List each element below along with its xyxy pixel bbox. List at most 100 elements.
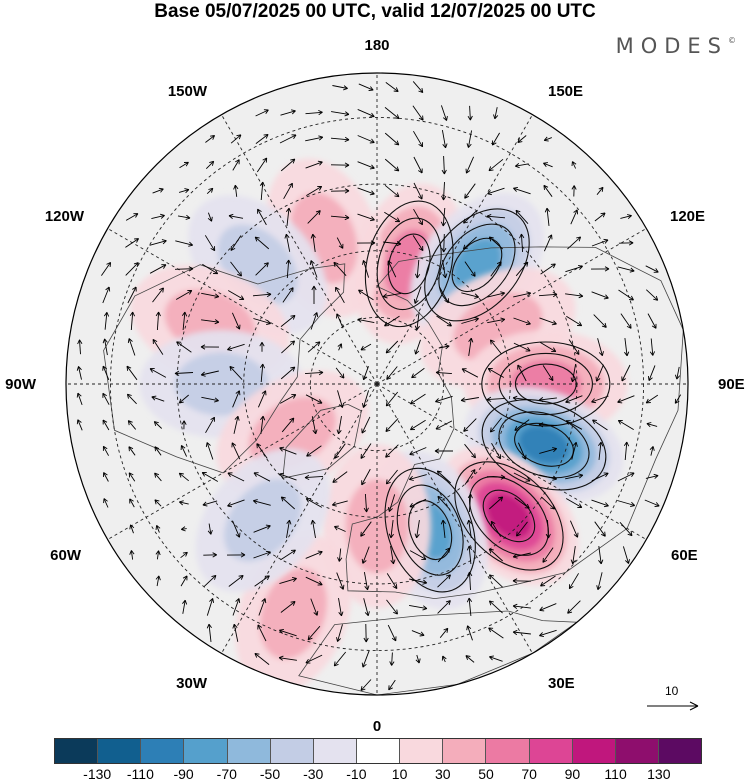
wind-arrow bbox=[570, 364, 577, 383]
wind-arrow bbox=[486, 213, 506, 220]
wind-arrow bbox=[178, 472, 189, 482]
wind-arrow bbox=[539, 603, 557, 612]
contour-line bbox=[376, 217, 442, 311]
wind-arrow bbox=[437, 495, 451, 511]
wind-arrow bbox=[493, 107, 499, 120]
contour-line bbox=[451, 237, 503, 292]
wind-arrow bbox=[466, 597, 473, 617]
wind-arrow bbox=[227, 290, 245, 300]
wind-arrow bbox=[205, 442, 214, 460]
wind-arrow bbox=[336, 313, 344, 329]
meridian-line bbox=[221, 114, 378, 385]
reference-vector-label: 10 bbox=[665, 684, 679, 698]
wind-arrow bbox=[155, 575, 161, 587]
wind-arrow bbox=[76, 366, 82, 380]
wind-arrow bbox=[491, 132, 500, 146]
wind-arrow bbox=[598, 546, 604, 565]
coastline bbox=[282, 403, 362, 479]
wind-arrow bbox=[413, 208, 423, 226]
wind-arrow bbox=[280, 601, 296, 613]
wind-arrow bbox=[512, 578, 532, 584]
wind-arrow bbox=[543, 136, 552, 142]
wind-arrow bbox=[463, 418, 477, 432]
wind-arrow bbox=[486, 396, 506, 402]
contour-line bbox=[498, 352, 593, 416]
wind-arrow bbox=[569, 520, 579, 538]
wind-arrow bbox=[466, 130, 473, 148]
wind-arrow bbox=[205, 135, 216, 143]
colorbar-swatch bbox=[98, 739, 142, 763]
wind-arrow bbox=[538, 397, 557, 403]
wind-arrow bbox=[103, 312, 110, 330]
wind-arrow bbox=[645, 289, 659, 301]
wind-arrow bbox=[645, 265, 659, 273]
wind-arrow bbox=[331, 111, 350, 117]
wind-arrow bbox=[436, 315, 452, 327]
wind-arrow bbox=[385, 418, 399, 433]
meridian-line bbox=[107, 228, 378, 385]
wind-arrow bbox=[258, 598, 267, 616]
wind-arrow bbox=[103, 472, 109, 482]
wind-arrow bbox=[382, 292, 401, 299]
wind-arrow bbox=[232, 623, 239, 642]
wind-arrow bbox=[200, 370, 219, 377]
wind-arrow bbox=[178, 394, 189, 404]
wind-arrow bbox=[232, 598, 241, 616]
wind-arrow bbox=[387, 260, 397, 278]
wind-arrow bbox=[540, 263, 556, 275]
wind-arrow bbox=[410, 419, 426, 431]
wind-arrow bbox=[440, 207, 447, 227]
wind-arrow bbox=[565, 264, 583, 273]
wind-arrow bbox=[464, 183, 476, 199]
wind-arrow bbox=[674, 366, 681, 380]
wind-arrow bbox=[201, 396, 219, 403]
wind-arrow bbox=[620, 214, 632, 220]
wind-arrow bbox=[437, 574, 451, 588]
wind-arrow bbox=[463, 210, 477, 224]
colorbar-labels: -130 -110 -90 -70 -50 -30 -10 10 30 50 70 90 110 130 bbox=[0, 766, 750, 783]
wind-arrow bbox=[330, 162, 350, 168]
wind-arrow bbox=[305, 654, 323, 664]
wind-arrow bbox=[283, 182, 293, 200]
wind-arrow bbox=[202, 263, 219, 275]
wind-arrow bbox=[125, 213, 139, 221]
wind-arrow bbox=[253, 472, 271, 482]
lon-label-150e: 150E bbox=[548, 83, 583, 100]
wind-arrow bbox=[358, 289, 374, 301]
wind-arrow bbox=[256, 157, 268, 173]
wind-arrow bbox=[622, 546, 630, 564]
colorbar-tick-label: -130 bbox=[83, 766, 112, 782]
wind-arrow bbox=[307, 625, 321, 641]
wind-arrow bbox=[257, 624, 267, 642]
wind-arrow bbox=[385, 444, 399, 458]
wind-arrow bbox=[309, 260, 318, 278]
wind-arrow bbox=[361, 546, 370, 564]
wind-arrow bbox=[360, 343, 372, 351]
wind-arrow bbox=[207, 523, 213, 535]
wind-arrow bbox=[619, 521, 633, 537]
wind-arrow bbox=[201, 292, 220, 299]
wind-arrow bbox=[76, 392, 83, 406]
wind-arrow bbox=[542, 547, 554, 563]
wind-arrow bbox=[280, 549, 296, 561]
wind-arrow bbox=[102, 286, 111, 304]
wind-arrow bbox=[307, 341, 321, 353]
wind-arrow bbox=[102, 338, 108, 356]
wind-arrow bbox=[181, 311, 188, 331]
wind-arrow bbox=[646, 422, 658, 428]
anomaly-layer bbox=[130, 158, 628, 693]
wind-arrow bbox=[129, 311, 136, 331]
wind-arrow bbox=[517, 442, 527, 460]
wind-arrow bbox=[467, 571, 473, 591]
wind-arrow bbox=[257, 390, 267, 408]
polar-map: 180 0 90W 90E 150W 120W 150E 120E 60W 30… bbox=[5, 37, 745, 735]
wind-arrow bbox=[336, 624, 343, 642]
wind-arrow bbox=[514, 419, 530, 431]
wind-arrow bbox=[306, 185, 323, 196]
wind-arrow bbox=[363, 623, 369, 643]
wind-arrow bbox=[409, 604, 428, 611]
wind-arrow bbox=[491, 442, 501, 460]
wind-arrow bbox=[305, 394, 323, 404]
wind-arrow bbox=[363, 598, 370, 617]
wind-arrow bbox=[332, 85, 348, 91]
